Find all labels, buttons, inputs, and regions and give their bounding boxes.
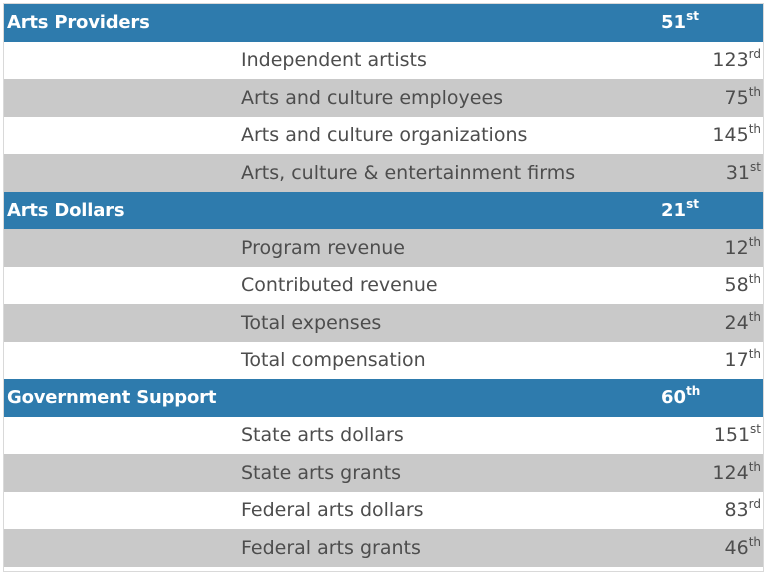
table-row: Arts and culture organizations 145th: [4, 116, 763, 154]
row-label: Arts, culture & entertainment firms: [241, 161, 576, 184]
section-header: Arts Dollars 21st: [4, 191, 763, 229]
section-title: Arts Dollars: [7, 199, 125, 221]
row-label: Arts and culture organizations: [241, 124, 528, 147]
row-label: Contributed revenue: [241, 274, 438, 297]
row-rank: 24th: [724, 309, 762, 334]
row-label: Independent artists: [241, 49, 427, 72]
row-label: Total expenses: [241, 311, 382, 334]
section-rank: 21st: [661, 196, 699, 221]
table-row: Total compensation 17th: [4, 341, 763, 379]
section-rank: 60th: [661, 384, 701, 409]
table-row: State arts grants 124th: [4, 454, 763, 492]
row-label: Federal arts grants: [241, 536, 421, 559]
row-rank: 46th: [724, 534, 762, 559]
table-row: Program revenue 12th: [4, 229, 763, 267]
table-row: State arts dollars 151st: [4, 416, 763, 454]
row-rank: 145th: [712, 122, 761, 147]
row-rank: 151st: [713, 422, 761, 447]
row-rank: 123rd: [712, 47, 761, 72]
row-label: Arts and culture employees: [241, 86, 504, 109]
table-row: Arts and culture employees 75th: [4, 79, 763, 117]
row-rank: 124th: [712, 459, 761, 484]
section-rank: 51st: [661, 9, 699, 34]
rankings-table: Arts Providers 51st Independent artists …: [3, 3, 764, 572]
section-title: Arts Providers: [7, 12, 150, 34]
row-rank: 58th: [724, 272, 762, 297]
row-label: Program revenue: [241, 236, 405, 259]
section-header: Arts Providers 51st: [4, 4, 763, 42]
section-header: Government Support 60th: [4, 379, 763, 417]
row-rank: 17th: [724, 347, 762, 372]
table-row: Arts, culture & entertainment firms 31st: [4, 154, 763, 192]
row-rank: 75th: [724, 84, 762, 109]
row-label: Federal arts dollars: [241, 499, 424, 522]
row-rank: 12th: [724, 234, 762, 259]
table-row: Contributed revenue 58th: [4, 266, 763, 304]
row-rank: 31st: [725, 159, 761, 184]
table-row: Total expenses 24th: [4, 304, 763, 342]
table-row: Federal arts dollars 83rd: [4, 491, 763, 529]
row-label: State arts grants: [241, 461, 402, 484]
row-rank: 83rd: [724, 497, 761, 522]
table-row: Federal arts grants 46th: [4, 529, 763, 567]
section-title: Government Support: [7, 387, 217, 409]
table-row: Independent artists 123rd: [4, 41, 763, 79]
row-label: Total compensation: [241, 349, 426, 372]
row-label: State arts dollars: [241, 424, 404, 447]
